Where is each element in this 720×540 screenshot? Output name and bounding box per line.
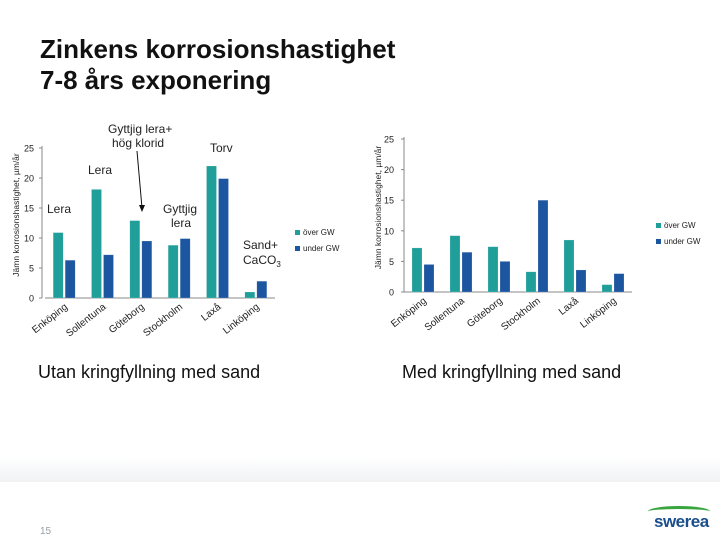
swerea-logo: swerea: [654, 512, 709, 531]
chart-annotations: Gyttjig lera+ hög klorid Torv Lera Lera …: [47, 122, 281, 269]
annotation-gyttjig-lera-line2: lera: [171, 216, 191, 230]
x-tick-label: Stockholm: [499, 296, 543, 333]
annotation-gyttjig-lera-line1: Gyttjig: [163, 202, 197, 216]
bar-under-gw-1: [461, 251, 473, 293]
annotation-lera: Lera: [47, 202, 71, 216]
bar-under-gw-3: [537, 199, 549, 293]
x-tick-label: Sollentuna: [64, 301, 108, 339]
legend-swatch: [656, 239, 661, 244]
annotation-torv: Torv: [210, 141, 233, 155]
legend-swatch: [295, 230, 300, 235]
x-tick-label: Linköping: [221, 302, 262, 337]
legend-label: över GW: [303, 228, 335, 237]
legend-label: över GW: [664, 221, 696, 230]
title-line-2: 7-8 års exponering: [40, 65, 272, 95]
x-tick-label: Linköping: [578, 296, 619, 331]
bar-under-gw-2: [141, 240, 153, 299]
y-tick-label: 25: [384, 135, 394, 145]
bar-over-gw-2: [129, 220, 141, 299]
y-tick-label: 10: [24, 234, 34, 244]
y-tick-label: 15: [24, 204, 34, 214]
footer: 15 swerea: [0, 458, 720, 540]
y-tick-label: 0: [29, 294, 34, 304]
bar-over-gw-1: [91, 189, 102, 299]
bar-under-gw-4: [218, 178, 229, 299]
slide-title: Zinkens korrosionshastighet 7-8 års expo…: [40, 34, 395, 96]
x-tick-label: Sollentuna: [423, 295, 467, 333]
y-axis-label: Jämn korrosionshastighet, µm/år: [11, 153, 21, 277]
legend-label: under GW: [303, 244, 340, 253]
y-tick-label: 25: [24, 144, 34, 154]
title-line-1: Zinkens korrosionshastighet: [40, 34, 396, 64]
bar-under-gw-5: [256, 280, 268, 299]
x-tick-label: Laxå: [556, 295, 581, 318]
annotation-sand-caco3-sub: 3: [276, 260, 281, 269]
logo-wave-icon: [648, 506, 710, 517]
bar-under-gw-1: [103, 254, 114, 299]
bar-over-gw-0: [411, 247, 423, 293]
y-tick-label: 0: [389, 288, 394, 298]
bar-under-gw-0: [64, 259, 76, 299]
annotation-arrowhead: [139, 205, 145, 212]
bar-under-gw-5: [613, 273, 625, 293]
y-tick-label: 20: [384, 165, 394, 175]
annotation-gyttjig-lera-klorid-line1: Gyttjig lera+: [108, 122, 172, 136]
annotation-sand-caco3-main: CaCO: [243, 253, 276, 267]
annotation-arrow: [136, 150, 143, 209]
legend-swatch: [295, 246, 300, 251]
bar-over-gw-0: [52, 232, 64, 299]
bar-over-gw-5: [244, 291, 256, 299]
bar-under-gw-4: [575, 269, 587, 293]
y-tick-label: 5: [389, 257, 394, 267]
chart-left-caption: Utan kringfyllning med sand: [38, 362, 261, 382]
annotation-sand-caco3-line1: Sand+: [243, 238, 278, 252]
bar-over-gw-4: [206, 165, 217, 299]
legend-swatch: [656, 223, 661, 228]
bar-over-gw-4: [563, 239, 575, 293]
x-tick-label: Laxå: [199, 301, 224, 324]
footer-band: [0, 458, 720, 482]
y-tick-label: 10: [384, 226, 394, 236]
page-number: 15: [40, 526, 52, 537]
bar-over-gw-3: [167, 244, 179, 299]
x-tick-label: Stockholm: [141, 302, 185, 339]
annotation-sand-caco3-line2: CaCO3: [243, 253, 281, 269]
bar-over-gw-2: [487, 246, 499, 293]
legend-label: under GW: [664, 237, 701, 246]
chart-right-caption: Med kringfyllning med sand: [402, 362, 622, 382]
bar-under-gw-0: [423, 264, 435, 293]
y-tick-label: 5: [29, 264, 34, 274]
bar-over-gw-3: [525, 271, 537, 293]
bar-under-gw-3: [179, 238, 191, 299]
y-axis-label: Jämn korrosionshastighet, µm/år: [373, 146, 383, 270]
y-tick-label: 15: [384, 196, 394, 206]
bar-over-gw-1: [449, 235, 461, 293]
annotation-gyttjig-lera-klorid-line2: hög klorid: [112, 136, 164, 150]
bar-over-gw-5: [601, 284, 613, 293]
bar-under-gw-2: [499, 261, 511, 293]
annotation-lera-top: Lera: [88, 163, 112, 177]
y-tick-label: 20: [24, 174, 34, 184]
